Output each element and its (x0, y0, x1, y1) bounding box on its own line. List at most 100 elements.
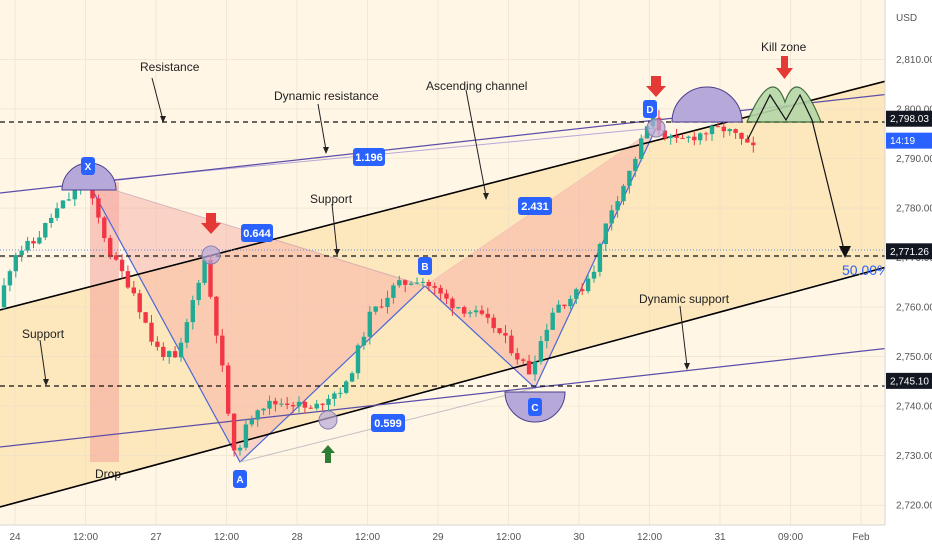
price-tag-box (886, 132, 932, 149)
candle-body (267, 400, 272, 409)
fib-50-label: 50.00% (842, 262, 889, 278)
candle-body (344, 381, 349, 393)
candle-body (550, 312, 555, 330)
ascending-channel-label: Ascending channel (426, 79, 527, 93)
candle-body (674, 135, 679, 138)
candle-body (373, 306, 378, 312)
candle-body (591, 271, 597, 279)
candle-body (320, 403, 325, 405)
time-axis-panel (0, 525, 932, 550)
candle-body (603, 223, 608, 244)
candle-body (668, 135, 673, 139)
candle-body (190, 300, 195, 323)
candle-body (279, 403, 284, 405)
candle-body (96, 198, 101, 218)
candle-body (532, 361, 538, 375)
candle-body (397, 280, 402, 286)
resistance-pointer (151, 77, 164, 121)
candle-body (367, 311, 372, 337)
candle-body (249, 419, 254, 425)
candle-body (90, 184, 95, 199)
candle-body (214, 296, 219, 336)
point-label-a: A (233, 470, 247, 488)
support-mid-pointer-head (334, 249, 340, 256)
candle-body (391, 285, 396, 298)
candle-body (296, 401, 302, 407)
drop-label: Drop (95, 467, 121, 481)
candle-body (438, 287, 443, 294)
candle-body (621, 185, 626, 202)
svg-text:0.599: 0.599 (374, 418, 402, 430)
x-tick-label: 29 (432, 532, 444, 543)
candle-body (715, 126, 721, 128)
candle-body (102, 217, 107, 239)
candle-body (237, 447, 243, 451)
candle-body (143, 312, 148, 323)
candle-body (497, 328, 502, 333)
candle-body (285, 403, 290, 406)
svg-text:0.644: 0.644 (243, 228, 271, 240)
candle-body (727, 129, 732, 132)
candle-body (627, 170, 632, 186)
candle-body (562, 304, 567, 307)
candle-body (178, 342, 184, 358)
dynamic-support-label: Dynamic support (639, 292, 730, 306)
point-label-x: X (81, 157, 95, 175)
candle-body (19, 250, 24, 256)
candle-body (261, 408, 266, 411)
candle-body (255, 410, 260, 420)
x-tick-label: 30 (573, 532, 585, 543)
harmonic-bcd-fill (425, 128, 656, 388)
channel-pointer (465, 89, 487, 197)
svg-text:D: D (646, 105, 653, 116)
candle-body (202, 260, 207, 283)
svg-text:2.431: 2.431 (521, 201, 549, 213)
dynamic-support-line (0, 347, 891, 448)
candle-body (43, 222, 48, 238)
projection-arrowhead (839, 246, 851, 258)
x-tick-label: 27 (150, 532, 162, 543)
candle-body (680, 137, 685, 139)
candle-body (556, 304, 561, 313)
svg-text:B: B (421, 262, 428, 273)
support-mid-pointer (331, 203, 338, 253)
candle-body (326, 398, 331, 405)
x-tick-label: 12:00 (496, 532, 521, 543)
ratio-badge-bd: 2.431 (518, 197, 552, 215)
candle-body (385, 297, 390, 308)
x-tick-label: 31 (714, 532, 726, 543)
candle-body (509, 335, 514, 354)
price-tag-box (886, 110, 932, 127)
candle-body (113, 255, 119, 260)
candle-body (226, 365, 231, 414)
x-tick-label: 09:00 (778, 532, 803, 543)
candle-body (698, 133, 703, 141)
svg-text:A: A (236, 475, 243, 486)
candle-body (662, 130, 667, 139)
candle-body (119, 259, 125, 272)
candle-body (420, 281, 426, 283)
candle-body (13, 255, 18, 272)
resistance-label: Resistance (140, 60, 200, 74)
candle-body (361, 336, 367, 346)
ratio-badge-xd: 0.599 (371, 414, 405, 432)
x-tick-label: Feb (852, 532, 870, 543)
candle-body (66, 199, 72, 201)
candle-body (580, 289, 585, 292)
time-axis[interactable]: 24 12:00 27 12:00 28 12:00 29 12:00 30 12:00 31 09:… (9, 532, 870, 543)
candle-body (432, 286, 437, 288)
y-tick-label: 2,730.00 (896, 451, 932, 462)
candle-body (54, 208, 60, 218)
candle-body (503, 332, 508, 336)
y-tick-label: 2,750.00 (896, 352, 932, 363)
price-tag-value: 14:19 (890, 136, 915, 147)
candle-body (332, 393, 337, 399)
candle-body (721, 126, 726, 132)
channel-pointer-head (483, 193, 489, 200)
dynamic-support-pointer (679, 305, 688, 367)
candle-body (692, 136, 697, 141)
candle-body (196, 282, 201, 301)
d-point-semicircle (671, 86, 743, 123)
candle-body (709, 126, 715, 135)
